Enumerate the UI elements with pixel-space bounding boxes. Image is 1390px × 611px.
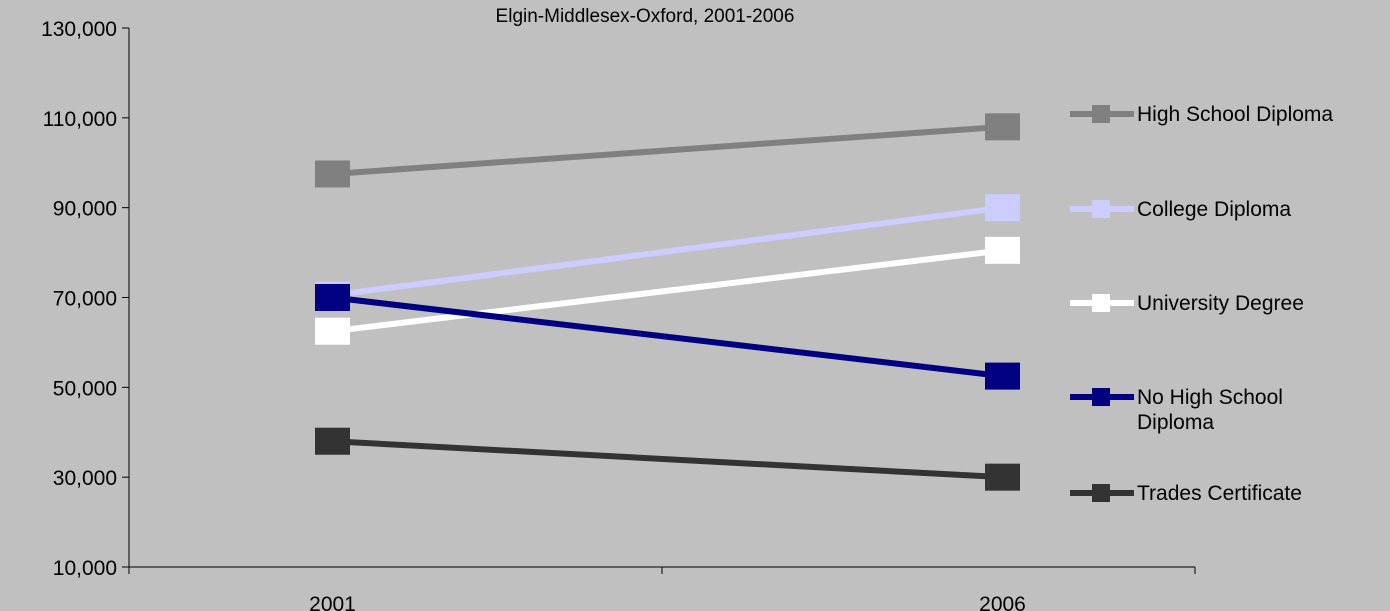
series-line-university-degree bbox=[332, 247, 1003, 335]
series-line-college-diploma bbox=[332, 204, 1003, 299]
data-point-high-school-diploma bbox=[985, 113, 1020, 141]
data-point-college-diploma bbox=[985, 194, 1020, 222]
legend: High School Diploma College Diploma Univer… bbox=[1070, 103, 1333, 505]
legend-label: Trades Certificate bbox=[1137, 482, 1302, 505]
y-tick-label: 90,000 bbox=[53, 198, 117, 221]
y-axis-ticks: 10,000 30,000 50,000 70,000 90,000 110,000 130… bbox=[41, 18, 129, 580]
data-point-university-degree bbox=[315, 317, 350, 345]
series-layer bbox=[315, 113, 1020, 491]
y-tick-label: 130,000 bbox=[41, 18, 117, 41]
legend-item-trades-certificate: Trades Certificate bbox=[1070, 482, 1302, 505]
series-trades-certificate bbox=[315, 427, 1020, 491]
data-point-no-high-school-diploma bbox=[985, 362, 1020, 390]
legend-label: University Degree bbox=[1137, 292, 1304, 315]
y-tick-label: 10,000 bbox=[53, 557, 117, 580]
chart-title: Elgin-Middlesex-Oxford, 2001-2006 bbox=[496, 6, 795, 27]
legend-label: High School Diploma bbox=[1137, 103, 1333, 126]
legend-swatch-marker bbox=[1092, 484, 1110, 502]
series-line-no-high-school-diploma bbox=[332, 294, 1003, 380]
legend-swatch-marker bbox=[1092, 388, 1110, 406]
y-tick-label: 30,000 bbox=[53, 467, 117, 490]
legend-item-university-degree: University Degree bbox=[1070, 292, 1304, 315]
data-point-trades-certificate bbox=[985, 463, 1020, 491]
y-tick-label: 50,000 bbox=[53, 377, 117, 400]
series-high-school-diploma bbox=[315, 113, 1020, 188]
legend-swatch-marker bbox=[1092, 294, 1110, 312]
series-university-degree bbox=[315, 236, 1020, 345]
legend-label: No High School bbox=[1137, 386, 1283, 409]
data-point-high-school-diploma bbox=[315, 160, 350, 188]
axes bbox=[128, 28, 1195, 568]
legend-swatch-marker bbox=[1092, 105, 1110, 123]
data-point-no-high-school-diploma bbox=[315, 284, 350, 311]
legend-item-college-diploma: College Diploma bbox=[1070, 198, 1291, 221]
y-tick-label: 70,000 bbox=[53, 288, 117, 311]
legend-label: Diploma bbox=[1137, 411, 1214, 434]
x-tick-label: 2006 bbox=[979, 593, 1026, 611]
series-no-high-school-diploma bbox=[315, 284, 1020, 390]
legend-item-high-school-diploma: High School Diploma bbox=[1070, 103, 1333, 126]
x-tick-label: 2001 bbox=[309, 593, 356, 611]
legend-swatch-marker bbox=[1092, 200, 1110, 218]
y-tick-label: 110,000 bbox=[43, 108, 117, 131]
series-line-high-school-diploma bbox=[332, 123, 1003, 177]
series-line-trades-certificate bbox=[332, 438, 1003, 481]
data-point-trades-certificate bbox=[315, 427, 350, 455]
x-axis-ticks: 2001 2006 bbox=[128, 567, 1196, 611]
data-point-university-degree bbox=[985, 236, 1020, 264]
legend-label: College Diploma bbox=[1137, 198, 1291, 221]
